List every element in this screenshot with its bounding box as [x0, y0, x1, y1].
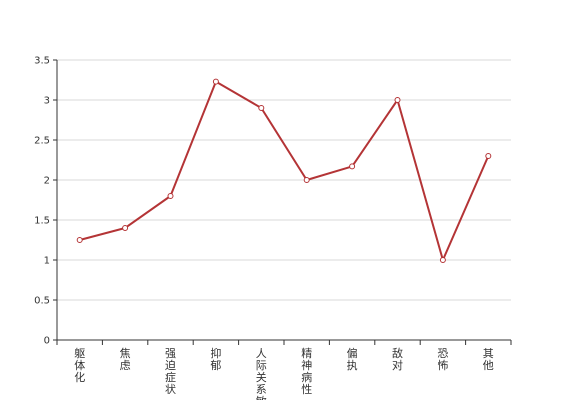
grid-lines [57, 59, 511, 301]
y-tick-label: 2.5 [34, 136, 50, 147]
y-tick-label: 0.5 [34, 296, 50, 307]
y-tick-label: 1.5 [34, 216, 50, 227]
y-tick-label: 3.5 [34, 56, 50, 67]
y-axis-ticks: 0 0.5 1 1.5 2 2.5 3 3.5 [34, 56, 57, 347]
y-tick-label: 3 [44, 96, 50, 107]
x-tick-label: 敌对 [392, 346, 403, 372]
series-line-0 [78, 80, 490, 261]
x-tick-label: 人际关系敏感 [256, 347, 267, 400]
data-point-1[interactable] [122, 225, 129, 231]
x-tick-label: 精神病性 [301, 347, 312, 396]
x-axis-ticks: 躯体化 焦虑 强迫症状 抑郁 人际关系敏感 精神病性 偏执 敌对 恐怖 其他 [56, 340, 512, 400]
data-point-6[interactable] [349, 163, 356, 170]
y-tick-label: 0 [44, 336, 50, 347]
data-point-9[interactable] [485, 153, 492, 159]
x-tick-label: 恐怖 [437, 347, 448, 372]
data-point-8[interactable] [439, 257, 446, 263]
axes [56, 60, 511, 341]
data-point-4[interactable] [258, 105, 265, 111]
x-tick-label: 焦虑 [120, 347, 131, 372]
data-point-7[interactable] [394, 97, 401, 103]
y-tick-label: 1 [44, 256, 50, 267]
x-tick-label: 抑郁 [210, 346, 221, 372]
data-point-3[interactable] [212, 78, 219, 85]
x-tick-label: 强迫症状 [165, 347, 176, 396]
data-series [76, 78, 492, 263]
x-tick-label: 其他 [483, 347, 494, 372]
x-tick-label: 躯体化 [74, 347, 85, 384]
data-point-2[interactable] [167, 193, 174, 199]
y-tick-label: 2 [44, 176, 50, 187]
data-point-5[interactable] [303, 177, 310, 183]
x-tick-label: 偏执 [347, 346, 358, 372]
data-point-0[interactable] [76, 237, 83, 243]
